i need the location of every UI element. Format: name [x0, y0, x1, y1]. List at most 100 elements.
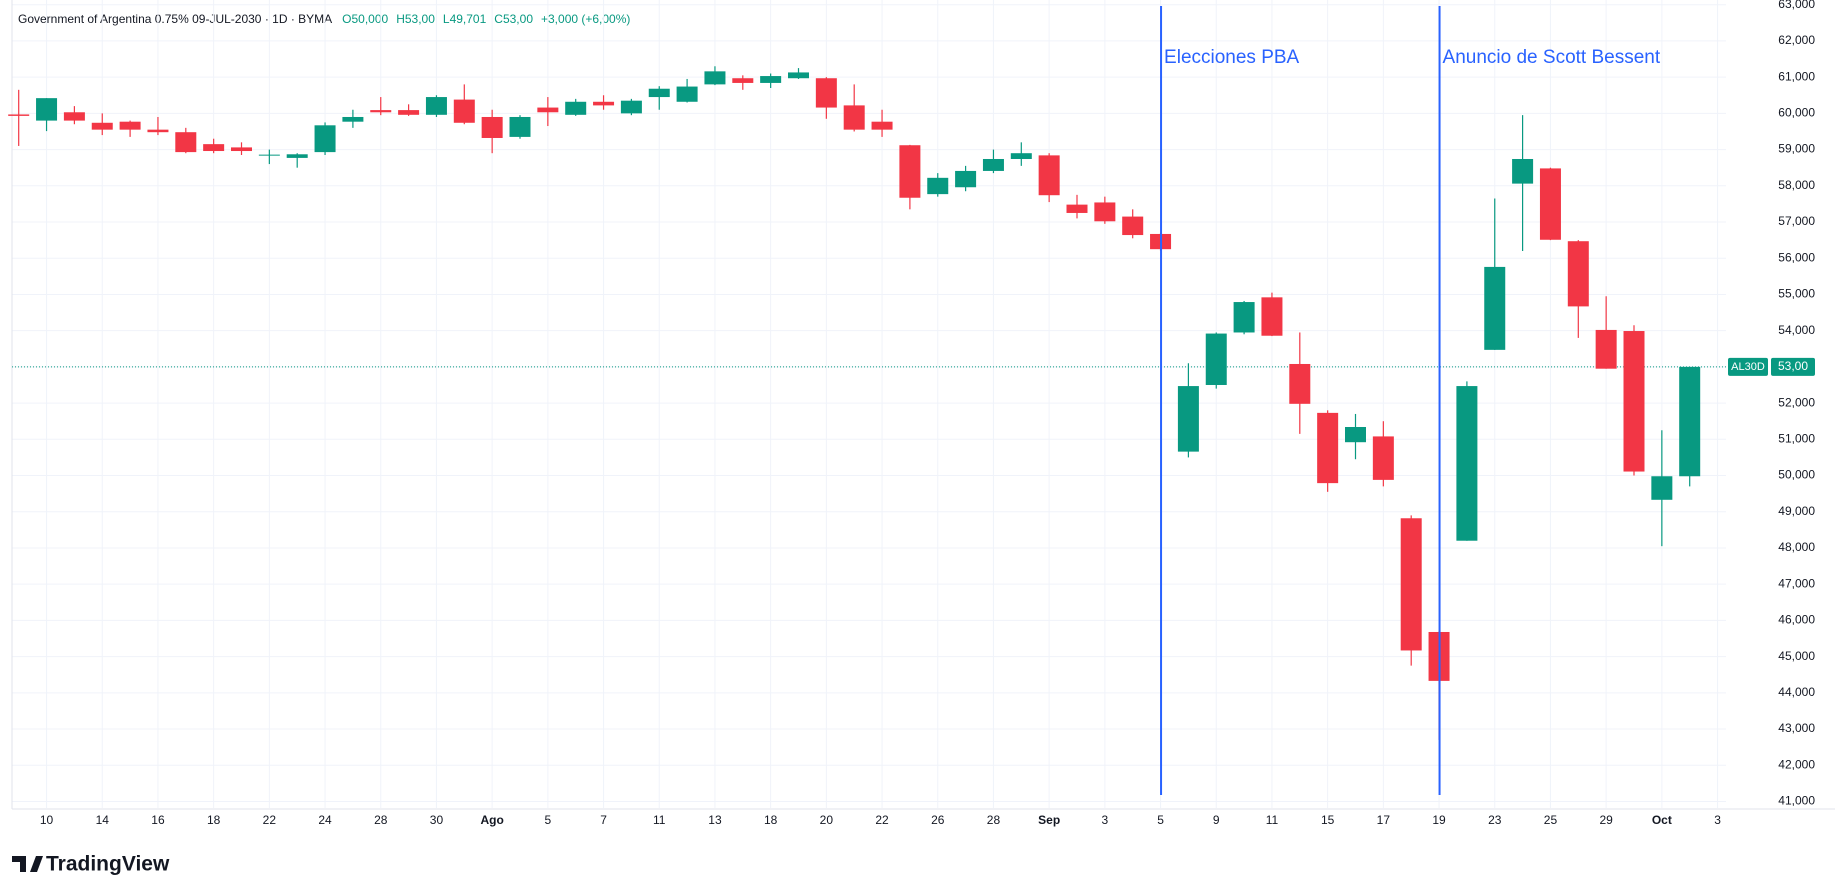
y-tick-label: 47,000 — [1778, 576, 1815, 590]
candle-body — [1066, 204, 1088, 213]
candle-body — [676, 86, 698, 102]
candle-body — [231, 147, 252, 152]
x-tick-label: 19 — [1432, 813, 1446, 827]
x-tick-label: 29 — [1599, 813, 1613, 827]
y-tick-label: 48,000 — [1778, 540, 1815, 554]
x-tick-label: 11 — [653, 813, 666, 827]
candle-body — [1317, 412, 1339, 484]
x-tick-label: 13 — [708, 813, 722, 827]
candle-body — [565, 101, 587, 115]
candle-body — [1345, 426, 1366, 443]
candle-body — [286, 154, 308, 158]
y-tick-label: 41,000 — [1778, 794, 1815, 808]
candle-body — [871, 121, 893, 130]
candle-body — [63, 112, 85, 121]
x-tick-label: 11 — [1266, 813, 1279, 827]
y-tick-label: 59,000 — [1778, 142, 1815, 156]
candle-body — [620, 100, 642, 114]
candle-body — [982, 158, 1004, 171]
candle-body — [1038, 155, 1060, 196]
x-tick-label: 3 — [1102, 813, 1109, 827]
candle-body — [1595, 329, 1617, 369]
x-tick-label: 17 — [1377, 813, 1391, 827]
x-tick-label: Ago — [480, 813, 503, 827]
candle-body — [732, 78, 754, 83]
x-tick-label: 16 — [151, 813, 165, 827]
y-tick-label: 43,000 — [1778, 721, 1815, 735]
y-tick-label: 55,000 — [1778, 287, 1815, 301]
candle-body — [119, 121, 141, 130]
y-tick-label: 56,000 — [1778, 250, 1815, 264]
candle-body — [203, 144, 225, 152]
x-tick-label: 10 — [40, 813, 54, 827]
branding: TradingView — [46, 853, 170, 876]
candle-body — [1261, 297, 1283, 336]
annotation-label: Anuncio de Scott Bessent — [1443, 47, 1661, 68]
y-tick-label: 57,000 — [1778, 214, 1815, 228]
candle-body — [1651, 476, 1673, 500]
candle-body — [593, 101, 615, 106]
candle-body — [899, 145, 921, 198]
candle-body — [1539, 168, 1561, 240]
y-tick-label: 51,000 — [1778, 431, 1815, 445]
x-tick-label: 5 — [1157, 813, 1164, 827]
ohlc-summary: +3,000 (+6,00%) — [541, 12, 630, 26]
candle-body — [1567, 241, 1589, 307]
ohlc-summary: C53,00 — [494, 12, 533, 26]
candle-body — [1233, 302, 1255, 333]
y-tick-label: 58,000 — [1778, 178, 1815, 192]
logo-icon — [12, 856, 43, 872]
candle-body — [788, 72, 809, 79]
candle-body — [147, 129, 169, 133]
candle-body — [537, 107, 559, 113]
x-tick-label: 15 — [1321, 813, 1335, 827]
y-tick-label: 46,000 — [1778, 613, 1815, 627]
y-tick-label: 52,000 — [1778, 395, 1815, 409]
candle-body — [509, 116, 531, 137]
candle-body — [1010, 153, 1032, 159]
candle-body — [481, 116, 503, 138]
candle-body — [425, 97, 447, 115]
y-tick-label: 42,000 — [1778, 757, 1815, 771]
candle-body — [1177, 386, 1199, 452]
x-tick-label: 18 — [207, 813, 221, 827]
y-tick-label: 45,000 — [1778, 649, 1815, 663]
price-tag: AL30D 53,00 — [1728, 357, 1815, 376]
price-tag-value-bg — [1771, 357, 1815, 376]
y-tick-label: 63,000 — [1778, 0, 1815, 11]
y-tick-label: 60,000 — [1778, 106, 1815, 120]
candle-body — [314, 125, 336, 153]
y-tick-label: 62,000 — [1778, 33, 1815, 47]
candle-body — [1512, 158, 1534, 184]
x-tick-label: Oct — [1652, 813, 1672, 827]
candle-body — [258, 154, 280, 156]
candle-body — [342, 116, 364, 122]
annotation-label: Elecciones PBA — [1164, 47, 1300, 68]
price-tag-symbol-bg — [1728, 357, 1768, 376]
price-tag-value: 53,00 — [1778, 359, 1808, 373]
candle-body — [648, 88, 670, 98]
x-tick-label: 5 — [545, 813, 552, 827]
x-tick-label: 9 — [1213, 813, 1220, 827]
candle-body — [1372, 436, 1394, 480]
candle-body — [1484, 266, 1506, 350]
x-tick-label: 18 — [764, 813, 778, 827]
candle-body — [36, 98, 58, 121]
candle-body — [1623, 331, 1645, 472]
x-tick-label: 26 — [931, 813, 945, 827]
y-tick-label: 44,000 — [1778, 685, 1815, 699]
candle-body — [1122, 216, 1144, 236]
candle-body — [1094, 202, 1116, 222]
x-tick-label: 7 — [600, 813, 607, 827]
candle-body — [453, 99, 475, 123]
candle-body — [843, 105, 865, 130]
candle-body — [927, 177, 949, 195]
candle-body — [1289, 363, 1311, 404]
candle-body — [91, 122, 113, 130]
x-tick-label: 30 — [430, 813, 444, 827]
candle-body — [1400, 518, 1422, 651]
x-tick-label: 14 — [96, 813, 110, 827]
y-tick-label: 50,000 — [1778, 468, 1815, 482]
x-tick-label: 22 — [875, 813, 889, 827]
x-tick-label: Sep — [1038, 813, 1060, 827]
